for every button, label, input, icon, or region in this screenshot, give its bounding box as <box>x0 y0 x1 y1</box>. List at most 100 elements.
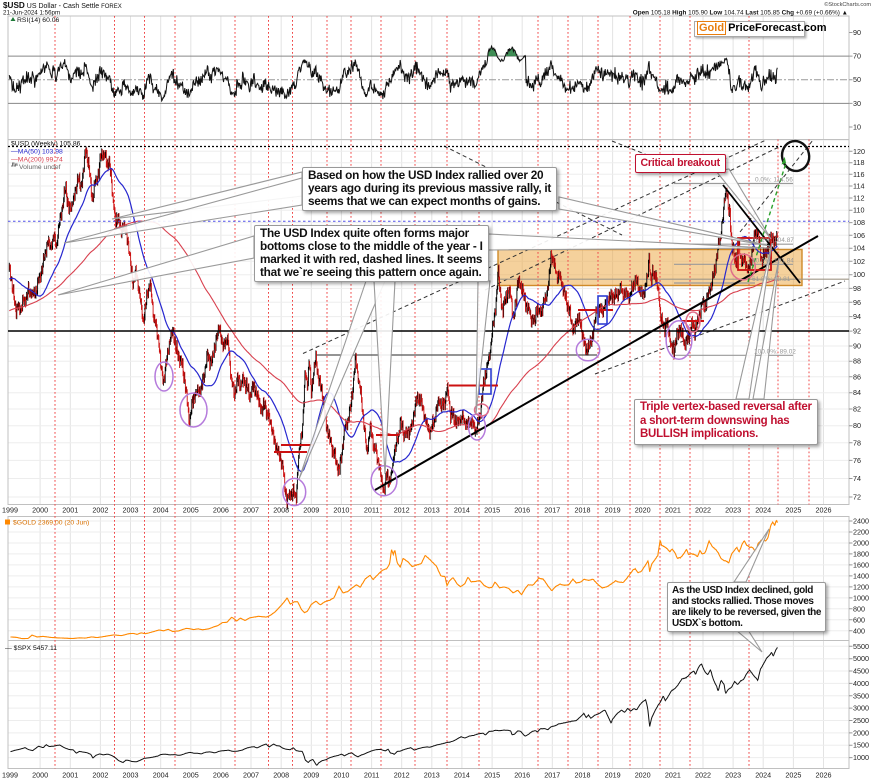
svg-text:2022: 2022 <box>695 506 711 515</box>
svg-text:2004: 2004 <box>153 771 169 780</box>
svg-text:2000: 2000 <box>32 506 48 515</box>
svg-text:2004: 2004 <box>153 506 169 515</box>
svg-text:2009: 2009 <box>303 771 319 780</box>
svg-text:116: 116 <box>853 170 864 179</box>
svg-text:74: 74 <box>853 474 861 483</box>
svg-text:2018: 2018 <box>575 771 591 780</box>
svg-text:2017: 2017 <box>544 506 560 515</box>
svg-text:©StockCharts.com: ©StockCharts.com <box>824 1 871 8</box>
svg-text:2015: 2015 <box>484 506 500 515</box>
svg-text:2500: 2500 <box>853 716 869 725</box>
svg-text:2014: 2014 <box>454 771 470 780</box>
svg-text:2026: 2026 <box>816 506 832 515</box>
svg-text:2019: 2019 <box>605 771 621 780</box>
svg-text:3000: 3000 <box>853 704 869 713</box>
svg-text:2013: 2013 <box>424 506 440 515</box>
svg-text:112: 112 <box>853 194 864 203</box>
svg-text:92: 92 <box>853 327 861 336</box>
svg-text:$GOLD 2369.00 (20 Jun): $GOLD 2369.00 (20 Jun) <box>13 520 89 527</box>
svg-text:2021: 2021 <box>665 771 681 780</box>
svg-text:RSI(14) 60.06: RSI(14) 60.06 <box>17 17 60 24</box>
svg-text:1000: 1000 <box>853 753 869 762</box>
svg-text:2022: 2022 <box>695 771 711 780</box>
svg-text:Volume undef: Volume undef <box>19 164 61 171</box>
svg-text:1400: 1400 <box>853 571 869 580</box>
svg-text:38.2%: 104.87: 38.2%: 104.87 <box>752 237 794 244</box>
svg-text:Open 105.18 High 105.90 Low 10: Open 105.18 High 105.90 Low 104.74 Last … <box>633 10 848 17</box>
svg-text:94: 94 <box>853 312 861 321</box>
svg-text:2013: 2013 <box>424 771 440 780</box>
svg-text:30: 30 <box>853 99 861 108</box>
svg-text:2019: 2019 <box>605 506 621 515</box>
svg-text:2017: 2017 <box>544 771 560 780</box>
svg-text:—MA(50) 103.98: —MA(50) 103.98 <box>11 149 63 156</box>
svg-text:50.0%: 101.84: 50.0%: 101.84 <box>752 257 794 264</box>
svg-text:110: 110 <box>853 206 864 215</box>
svg-text:2025: 2025 <box>785 506 801 515</box>
svg-text:82: 82 <box>853 405 861 414</box>
svg-text:88: 88 <box>853 357 861 366</box>
svg-text:2400: 2400 <box>853 517 869 526</box>
svg-text:2011: 2011 <box>364 771 379 780</box>
svg-text:2024: 2024 <box>755 771 771 780</box>
svg-text:2006: 2006 <box>213 771 229 780</box>
svg-text:100: 100 <box>853 270 865 279</box>
svg-text:2020: 2020 <box>635 771 651 780</box>
svg-text:2007: 2007 <box>243 771 259 780</box>
svg-text:2010: 2010 <box>333 771 349 780</box>
svg-text:600: 600 <box>853 615 865 624</box>
svg-text:2200: 2200 <box>853 528 869 537</box>
svg-text:2012: 2012 <box>394 771 410 780</box>
svg-text:2003: 2003 <box>123 506 139 515</box>
svg-text:5500: 5500 <box>853 642 869 651</box>
svg-text:120: 120 <box>853 147 865 156</box>
svg-text:0.0%: 114.56: 0.0%: 114.56 <box>755 177 793 184</box>
svg-text:2021: 2021 <box>665 506 681 515</box>
svg-text:98: 98 <box>853 284 861 293</box>
svg-text:2026: 2026 <box>816 771 832 780</box>
svg-text:90: 90 <box>853 342 861 351</box>
svg-text:70: 70 <box>853 52 861 61</box>
svg-text:86: 86 <box>853 372 861 381</box>
svg-text:114: 114 <box>853 182 864 191</box>
svg-text:2008: 2008 <box>273 771 289 780</box>
svg-text:21-Jun-2024 1:56pm: 21-Jun-2024 1:56pm <box>3 10 60 17</box>
svg-text:2001: 2001 <box>62 506 78 515</box>
svg-text:76: 76 <box>853 456 861 465</box>
svg-text:2005: 2005 <box>183 506 199 515</box>
svg-text:61.8%: 98.81: 61.8%: 98.81 <box>752 276 791 283</box>
svg-text:2005: 2005 <box>183 771 199 780</box>
svg-text:78: 78 <box>853 438 861 447</box>
svg-text:84: 84 <box>853 388 861 397</box>
svg-text:108: 108 <box>853 218 865 227</box>
svg-text:4000: 4000 <box>853 679 869 688</box>
svg-text:$USD (Weekly) 105.86: $USD (Weekly) 105.86 <box>11 141 81 148</box>
svg-text:400: 400 <box>853 626 865 635</box>
svg-text:3500: 3500 <box>853 691 869 700</box>
svg-text:2001: 2001 <box>62 771 78 780</box>
svg-text:2016: 2016 <box>514 506 530 515</box>
svg-text:2006: 2006 <box>213 506 229 515</box>
svg-text:102: 102 <box>853 257 865 266</box>
svg-text:2002: 2002 <box>92 771 108 780</box>
svg-text:2000: 2000 <box>853 539 869 548</box>
svg-text:50: 50 <box>853 75 861 84</box>
svg-text:118: 118 <box>853 158 864 167</box>
svg-text:2002: 2002 <box>92 506 108 515</box>
svg-text:2011: 2011 <box>364 506 379 515</box>
svg-text:2007: 2007 <box>243 506 259 515</box>
svg-text:2020: 2020 <box>635 506 651 515</box>
svg-text:$USD US Dollar - Cash Settle F: $USD US Dollar - Cash Settle FOREX <box>3 1 122 10</box>
svg-text:1000: 1000 <box>853 593 869 602</box>
svg-text:1600: 1600 <box>853 560 869 569</box>
svg-text:2014: 2014 <box>454 506 470 515</box>
svg-text:106: 106 <box>853 231 865 240</box>
svg-text:2015: 2015 <box>484 771 500 780</box>
svg-text:2000: 2000 <box>32 771 48 780</box>
svg-text:2000: 2000 <box>853 728 869 737</box>
svg-text:2008: 2008 <box>273 506 289 515</box>
svg-text:1500: 1500 <box>853 741 869 750</box>
svg-text:72: 72 <box>853 493 861 502</box>
svg-text:1200: 1200 <box>853 582 869 591</box>
svg-text:2012: 2012 <box>394 506 410 515</box>
